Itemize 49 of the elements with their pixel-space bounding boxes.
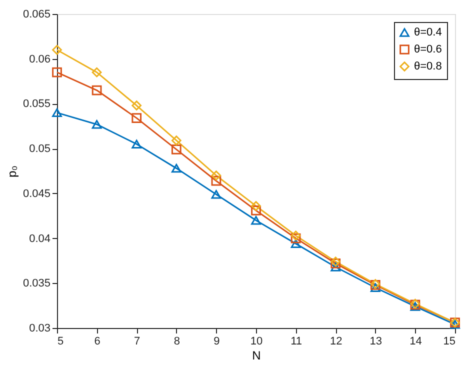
x-tick-label: 9 (214, 336, 220, 348)
point (52, 44, 62, 55)
point (290, 239, 301, 248)
y-tick-label: 0.065 (22, 8, 50, 20)
point (171, 136, 182, 146)
point (52, 67, 62, 78)
x-tick-label: 15 (443, 336, 456, 348)
point (450, 320, 460, 329)
y-tick-label: 0.045 (22, 188, 50, 200)
point (171, 144, 182, 154)
point (132, 100, 142, 110)
x-tick-label: 6 (94, 336, 100, 348)
point (52, 108, 62, 118)
point (92, 85, 102, 96)
y-tick-label: 0.04 (29, 232, 50, 245)
x-axis-title: N (252, 348, 261, 362)
x-tick-label: 13 (370, 336, 382, 348)
y-axis-title: p₀ (4, 166, 19, 178)
point (370, 283, 380, 292)
point (92, 120, 102, 129)
point (211, 170, 222, 180)
point (330, 262, 341, 272)
x-tick-label: 12 (330, 336, 342, 348)
point (251, 206, 261, 216)
y-tick-label: 0.035 (22, 278, 50, 290)
y-tick-label: 0.03 (29, 322, 50, 334)
point (290, 230, 301, 241)
point (92, 67, 102, 78)
legend-label: θ=0.8 (414, 60, 442, 72)
x-tick-label: 11 (290, 336, 302, 348)
point (211, 190, 222, 199)
legend-label: θ=0.6 (414, 44, 442, 56)
x-tick-label: 8 (174, 336, 180, 348)
x-tick-label: 7 (134, 336, 140, 348)
x-tick-label: 5 (58, 336, 64, 348)
point (171, 164, 182, 173)
point (132, 113, 142, 124)
x-tick-label: 14 (410, 336, 422, 348)
point (132, 140, 142, 148)
legend-label: θ=0.4 (414, 26, 442, 38)
point (211, 176, 222, 186)
x-tick-label: 10 (250, 336, 263, 348)
point (410, 302, 420, 311)
y-tick-label: 0.05 (29, 143, 50, 156)
y-tick-label: 0.055 (22, 98, 50, 110)
point (290, 233, 301, 244)
point (251, 201, 261, 211)
point (251, 216, 261, 225)
y-tick-label: 0.06 (29, 53, 50, 66)
